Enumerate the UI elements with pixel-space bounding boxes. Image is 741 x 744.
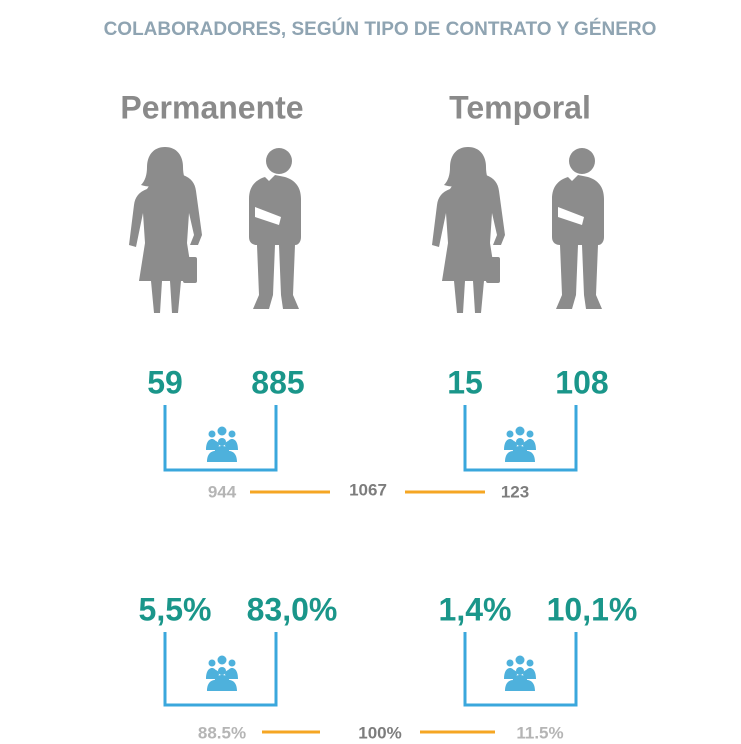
men-pct: 10,1% [547,591,638,627]
group-icon [206,655,238,691]
group-total: 944 [208,482,237,501]
group-total: 123 [501,482,529,501]
men-pct: 83,0% [247,591,338,627]
bracket [163,632,278,707]
grand-total-pct: 100% [358,723,401,742]
woman-icon [432,147,505,313]
women-pct: 5,5% [139,591,212,627]
group-label: Permanente [120,89,303,125]
group-label: Temporal [449,89,591,125]
group-icon [206,426,238,462]
group-total-pct: 88.5% [198,723,246,742]
women-count: 59 [147,364,183,400]
group-total-pct: 11.5% [516,723,563,742]
man-icon [552,148,604,309]
bracket [463,632,578,707]
group-icon [504,426,536,462]
bracket [463,405,578,472]
women-count: 15 [447,364,483,400]
women-pct: 1,4% [439,591,512,627]
man-icon [249,148,301,309]
group-icon [504,655,536,691]
men-count: 108 [555,364,608,400]
bracket [163,405,278,472]
title: COLABORADORES, SEGÚN TIPO DE CONTRATO Y … [104,18,657,40]
woman-icon [129,147,202,313]
grand-total: 1067 [349,480,387,499]
men-count: 885 [251,364,304,400]
